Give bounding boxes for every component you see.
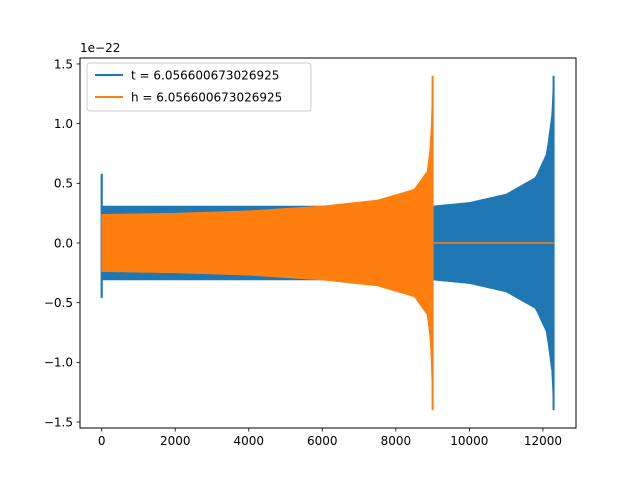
legend: t = 6.056600673026925 h = 6.0566006730269… [86, 62, 312, 112]
y-tick-label: −1.0 [44, 356, 73, 370]
plot-area [79, 57, 577, 429]
x-tick-label: 0 [98, 434, 106, 448]
y-tick-label: −1.5 [44, 415, 73, 429]
x-tick-label: 10000 [450, 434, 488, 448]
x-axis: 0 2000 4000 6000 8000 10000 12000 [98, 428, 562, 448]
y-tick-label: 0.0 [54, 236, 73, 250]
y-tick-label: 0.5 [54, 177, 73, 191]
series-h [101, 75, 554, 411]
y-tick-label: 1.5 [54, 57, 73, 71]
x-tick-label: 4000 [233, 434, 264, 448]
series-layer [100, 75, 555, 411]
y-axis: −1.5 −1.0 −0.5 0.0 0.5 1.0 1.5 [44, 57, 80, 429]
y-tick-label: 1.0 [54, 117, 73, 131]
legend-label: t = 6.056600673026925 [131, 68, 279, 82]
y-offset-text: 1e−22 [80, 41, 120, 55]
legend-frame [86, 62, 312, 112]
x-tick-label: 2000 [160, 434, 191, 448]
x-tick-label: 12000 [524, 434, 562, 448]
y-tick-label: −0.5 [44, 296, 73, 310]
legend-label: h = 6.056600673026925 [131, 90, 282, 104]
series-h-band [101, 75, 433, 411]
x-tick-label: 6000 [307, 434, 338, 448]
x-tick-label: 8000 [381, 434, 412, 448]
